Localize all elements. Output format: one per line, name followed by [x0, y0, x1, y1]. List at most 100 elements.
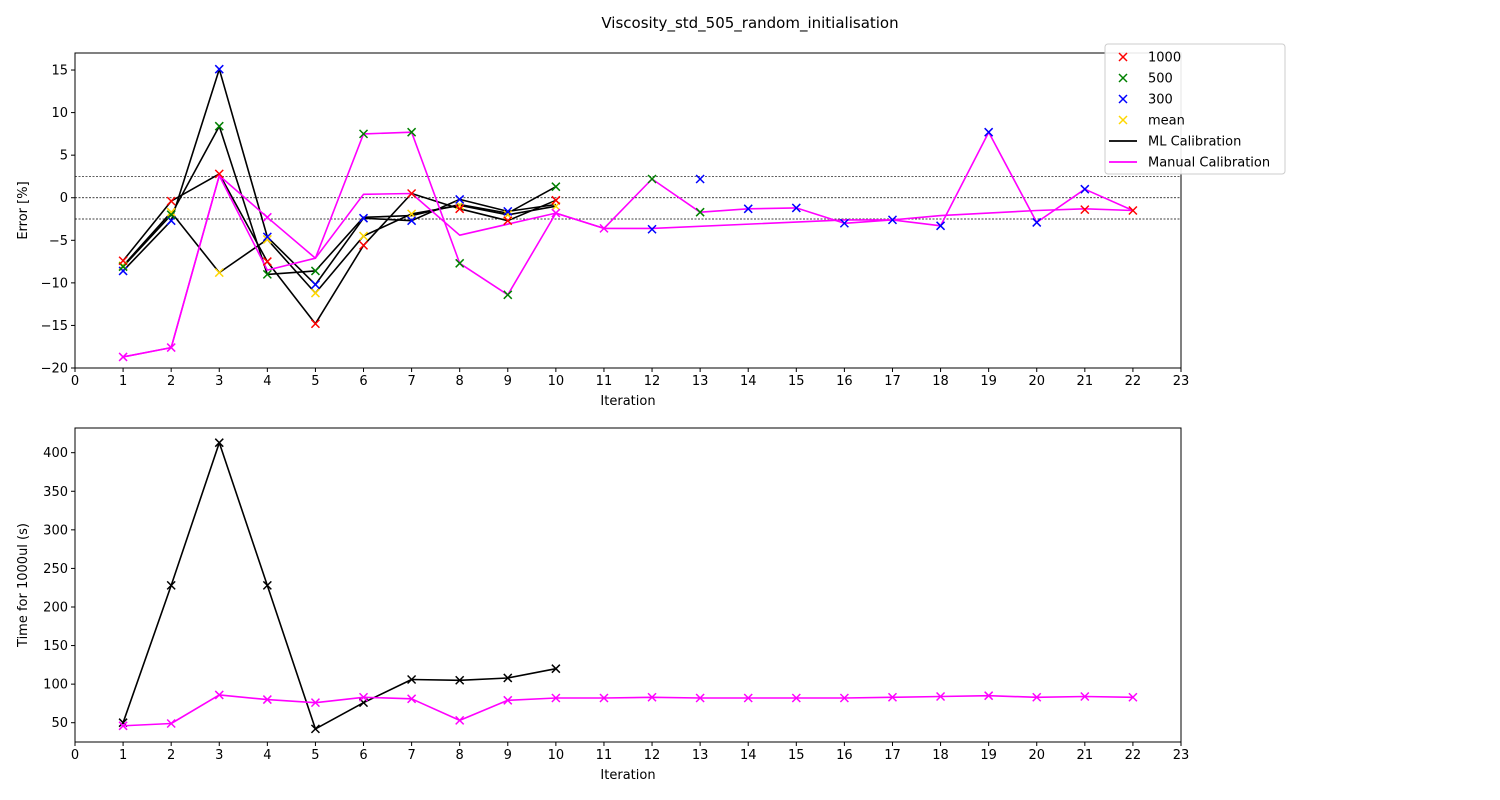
time-xlabel: Iteration: [600, 768, 655, 783]
point-r500: [358, 129, 369, 139]
time-xtick-label: 5: [311, 748, 319, 763]
error-xtick-label: 3: [215, 374, 223, 389]
point-mean: [407, 209, 417, 219]
point-r300: [358, 213, 369, 223]
point-r300: [936, 221, 946, 231]
manual-time-point: [118, 721, 128, 731]
time-ylabel: Time for 1000ul (s): [16, 523, 31, 648]
error-xtick-label: 23: [1173, 374, 1190, 389]
point-manual: [262, 212, 272, 222]
time-xtick-label: 18: [932, 748, 949, 763]
time-xtick-label: 7: [407, 748, 415, 763]
ml-time-point: [551, 664, 561, 674]
time-xtick-label: 15: [788, 748, 805, 763]
error-xtick-label: 10: [548, 374, 565, 389]
point-r300: [1032, 217, 1042, 227]
point-r300: [1080, 184, 1090, 194]
point-r300: [984, 127, 994, 137]
manual-calibration-line: [122, 131, 1134, 358]
point-r300: [647, 224, 657, 234]
point-r1000: [455, 204, 465, 214]
manual-time-point: [984, 691, 994, 701]
point-r500: [166, 210, 176, 220]
manual-time-point: [166, 718, 176, 729]
legend-label: ML Calibration: [1148, 135, 1241, 150]
manual-time-point: [647, 692, 657, 702]
manual-time-point: [1080, 691, 1090, 702]
error-xtick-label: 18: [932, 374, 949, 389]
manual-time-point: [887, 692, 898, 702]
manual-time-point: [214, 690, 224, 700]
time-xtick-label: 0: [71, 748, 79, 763]
manual-time-point: [503, 695, 513, 705]
point-r500: [503, 290, 513, 300]
ml-time-point: [503, 673, 513, 683]
error-xtick-label: 13: [692, 374, 709, 389]
legend-label: 500: [1148, 72, 1173, 87]
time-xtick-label: 3: [215, 748, 223, 763]
point-mean: [310, 288, 320, 298]
error-xtick-label: 9: [504, 374, 512, 389]
point-r300: [310, 280, 320, 290]
ml-time-line: [122, 441, 557, 730]
figure-title: Viscosity_std_505_random_initialisation: [601, 14, 898, 33]
manual-time-point: [936, 691, 946, 702]
manual-time-point: [358, 692, 369, 702]
time-xtick-label: 4: [263, 748, 271, 763]
point-r500: [695, 207, 705, 217]
error-xtick-label: 11: [596, 374, 613, 389]
point-r300: [262, 232, 272, 242]
ml-time-point: [407, 674, 417, 685]
time-xtick-label: 20: [1028, 748, 1045, 763]
point-manual: [118, 352, 128, 362]
ml-calibration-line: [122, 173, 557, 325]
error-xlabel: Iteration: [600, 394, 655, 409]
point-r500: [551, 182, 561, 192]
manual-time-point: [695, 693, 705, 703]
manual-time-point: [551, 693, 561, 703]
time-xtick-label: 16: [836, 748, 853, 763]
time-xtick-label: 19: [980, 748, 997, 763]
point-mean: [262, 234, 272, 244]
manual-time-line: [123, 694, 1133, 727]
time-plot: 0 1 2 3 4 5 6 7 8 9 10 11 12 13 14 15 16 17 18 19 20 21 22 2350…: [16, 427, 1190, 783]
ml-time-point: [214, 438, 224, 448]
ml-calibration-line: [122, 204, 557, 294]
ml-calibration-line: [122, 68, 557, 286]
point-r300: [407, 216, 417, 226]
legend-box: [1104, 43, 1286, 175]
time-xtick-label: 13: [692, 748, 709, 763]
legend-label: 300: [1148, 93, 1173, 108]
time-xtick-label: 11: [596, 748, 613, 763]
time-ytick-label: 200: [43, 600, 68, 615]
manual-time-point: [1032, 692, 1042, 702]
error-xtick-label: 0: [71, 374, 79, 389]
error-plot: 0 1 2 3 4 5 6 7 8 9 10 11 12 13 14 15 16 17 18 19 20 21 22 23−2…: [16, 52, 1190, 409]
ml-time-point: [166, 580, 176, 590]
manual-time-point: [407, 694, 417, 704]
point-mean: [214, 268, 224, 278]
time-ytick-label: 250: [43, 562, 68, 577]
error-xtick-label: 22: [1125, 374, 1142, 389]
point-r500: [455, 258, 465, 268]
point-r300: [695, 174, 705, 184]
error-ytick-label: 5: [60, 149, 68, 164]
manual-time-point: [743, 693, 753, 703]
point-manual: [551, 208, 561, 218]
error-frame: [74, 52, 1182, 369]
point-r1000: [503, 216, 513, 226]
ml-time-point: [262, 580, 272, 590]
error-xtick-label: 7: [407, 374, 415, 389]
error-ytick-label: 10: [51, 106, 68, 121]
error-ytick-label: 0: [60, 191, 68, 206]
time-ytick-label: 150: [43, 639, 68, 654]
time-xtick-label: 8: [456, 748, 464, 763]
time-xtick-label: 22: [1125, 748, 1142, 763]
legend-marker: [1118, 73, 1128, 83]
legend-label: 1000: [1148, 51, 1181, 66]
time-xtick-label: 23: [1173, 748, 1190, 763]
manual-time-point: [455, 715, 465, 725]
error-xtick-label: 12: [644, 374, 661, 389]
time-xtick-label: 14: [740, 748, 757, 763]
point-r1000: [118, 256, 128, 266]
